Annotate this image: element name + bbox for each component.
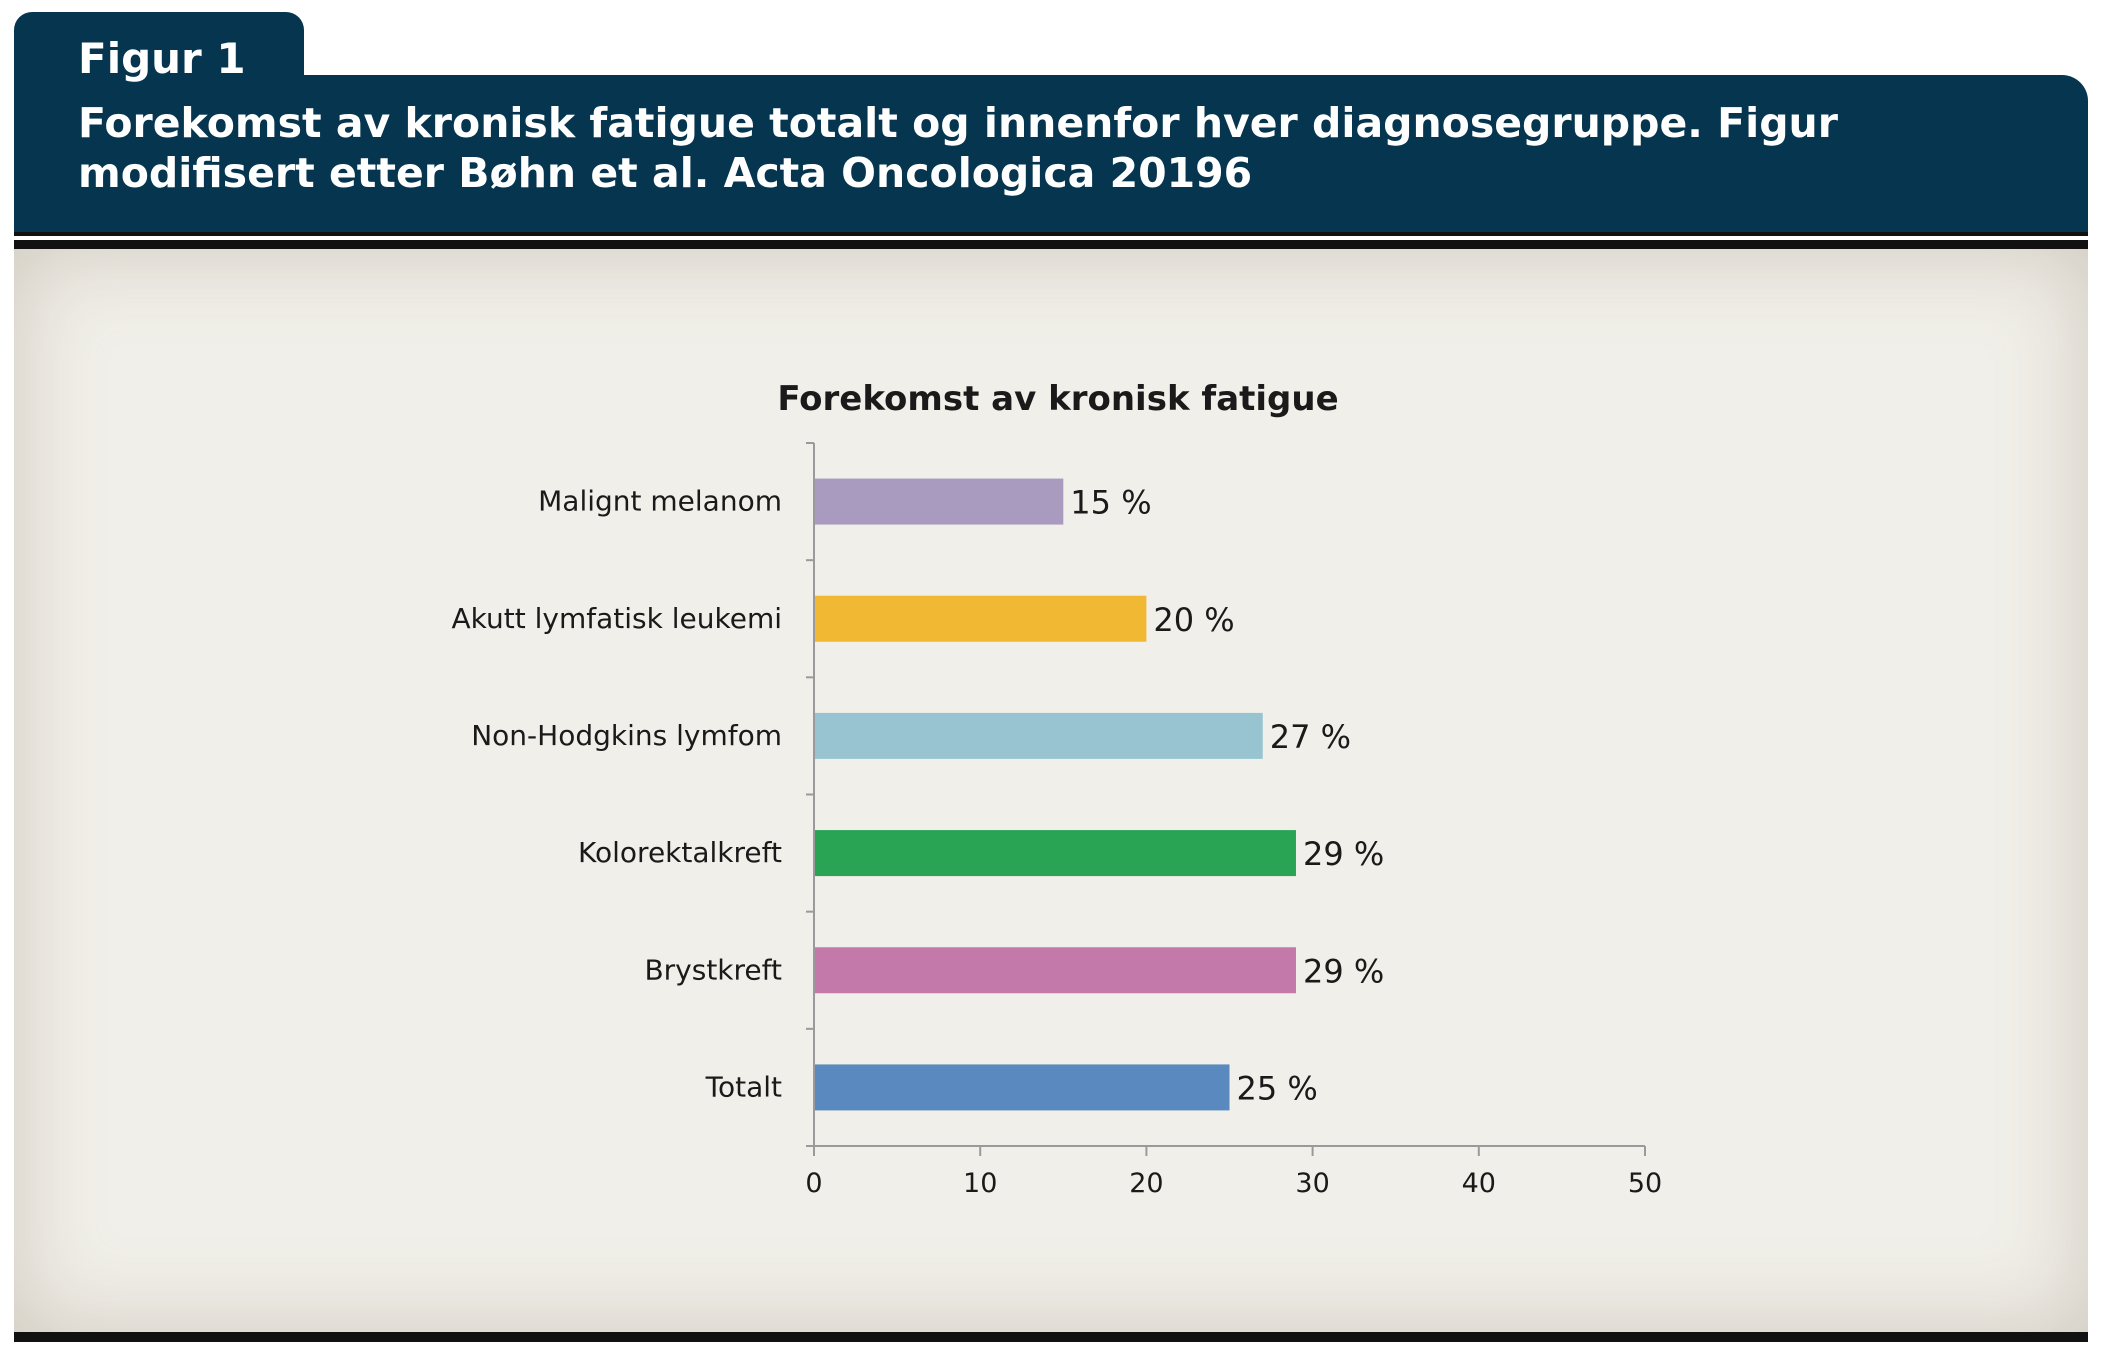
bar (815, 830, 1296, 877)
header-divider-thick (14, 240, 2088, 249)
x-tick-label: 10 (963, 1168, 997, 1199)
bar (815, 478, 1064, 525)
x-tick-label: 20 (1129, 1168, 1163, 1199)
plot-area: 0 10 20 30 40 50 Malignt melanom 15 % Akutt lymf… (452, 442, 1662, 1199)
value-label: 29 % (1303, 952, 1384, 990)
x-tick-label: 50 (1628, 1168, 1662, 1199)
value-label: 29 % (1303, 835, 1384, 873)
category-label: Malignt melanom (538, 485, 782, 518)
figure-caption: Forekomst av kronisk fatigue totalt og i… (78, 99, 1838, 197)
bar (815, 595, 1147, 642)
value-label: 20 % (1153, 601, 1234, 639)
value-label: 27 % (1270, 718, 1351, 756)
bar (815, 947, 1296, 994)
bar (815, 712, 1263, 759)
header-divider-thin (14, 232, 2088, 236)
chart-title: Forekomst av kronisk fatigue (777, 379, 1338, 419)
figure-label: Figur 1 (78, 34, 246, 83)
figure-header (14, 75, 2088, 232)
chart-panel (14, 249, 2088, 1332)
x-tick-label: 40 (1462, 1168, 1496, 1199)
category-label: Non-Hodgkins lymfom (471, 719, 782, 752)
bar (815, 1064, 1230, 1111)
category-label: Akutt lymfatisk leukemi (452, 602, 782, 635)
x-tick-label: 0 (805, 1168, 822, 1199)
x-tick-label: 30 (1295, 1168, 1329, 1199)
category-label: Brystkreft (644, 953, 782, 986)
value-label: 15 % (1070, 484, 1151, 522)
category-label: Totalt (705, 1070, 782, 1103)
category-label: Kolorektalkreft (578, 836, 782, 869)
value-label: 25 % (1237, 1069, 1318, 1107)
footer-divider (14, 1332, 2088, 1342)
